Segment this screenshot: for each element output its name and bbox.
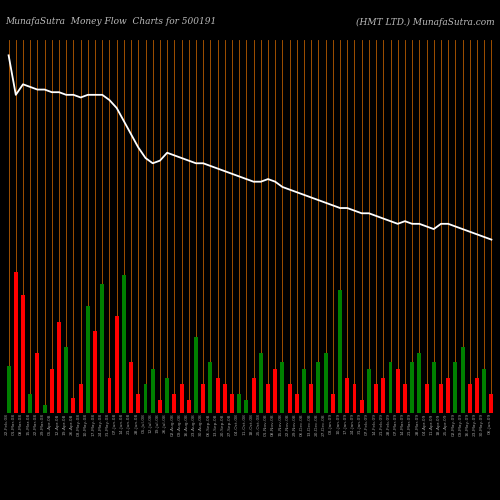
Bar <box>382 378 386 412</box>
Bar <box>21 295 25 412</box>
Bar <box>295 394 299 412</box>
Text: (HMT LTD.) MunafaSutra.com: (HMT LTD.) MunafaSutra.com <box>356 18 495 26</box>
Bar <box>237 394 241 412</box>
Bar <box>64 347 68 412</box>
Bar <box>367 368 371 412</box>
Bar <box>187 400 190 412</box>
Bar <box>310 384 313 412</box>
Bar <box>86 306 90 412</box>
Bar <box>352 384 356 412</box>
Bar <box>114 316 118 412</box>
Bar <box>14 272 18 412</box>
Bar <box>122 275 126 412</box>
Bar <box>475 378 479 412</box>
Bar <box>36 353 40 412</box>
Bar <box>252 378 256 412</box>
Bar <box>424 384 428 412</box>
Bar <box>244 400 248 412</box>
Bar <box>93 331 97 412</box>
Bar <box>468 384 472 412</box>
Bar <box>194 338 198 412</box>
Bar <box>165 378 169 412</box>
Bar <box>338 290 342 412</box>
Bar <box>460 347 464 412</box>
Bar <box>230 394 234 412</box>
Bar <box>144 384 148 412</box>
Bar <box>50 368 54 412</box>
Bar <box>396 368 400 412</box>
Bar <box>78 384 82 412</box>
Bar <box>302 368 306 412</box>
Bar <box>42 404 46 412</box>
Bar <box>216 378 220 412</box>
Bar <box>208 362 212 412</box>
Bar <box>108 378 112 412</box>
Bar <box>346 378 350 412</box>
Bar <box>57 322 61 412</box>
Bar <box>223 384 227 412</box>
Bar <box>100 284 104 412</box>
Bar <box>432 362 436 412</box>
Bar <box>374 384 378 412</box>
Bar <box>316 362 320 412</box>
Bar <box>266 384 270 412</box>
Bar <box>180 384 184 412</box>
Bar <box>129 362 133 412</box>
Bar <box>280 362 284 412</box>
Bar <box>388 362 392 412</box>
Bar <box>446 378 450 412</box>
Bar <box>150 368 154 412</box>
Bar <box>201 384 205 412</box>
Bar <box>410 362 414 412</box>
Bar <box>482 368 486 412</box>
Bar <box>172 394 176 412</box>
Bar <box>490 394 494 412</box>
Bar <box>136 394 140 412</box>
Bar <box>6 366 10 412</box>
Bar <box>403 384 407 412</box>
Bar <box>28 394 32 412</box>
Bar <box>331 394 335 412</box>
Bar <box>454 362 458 412</box>
Bar <box>72 398 76 412</box>
Bar <box>439 384 443 412</box>
Bar <box>324 353 328 412</box>
Bar <box>288 384 292 412</box>
Bar <box>273 368 277 412</box>
Bar <box>158 400 162 412</box>
Text: MunafaSutra  Money Flow  Charts for 500191: MunafaSutra Money Flow Charts for 500191 <box>5 18 216 26</box>
Bar <box>360 400 364 412</box>
Bar <box>259 353 263 412</box>
Bar <box>418 353 422 412</box>
